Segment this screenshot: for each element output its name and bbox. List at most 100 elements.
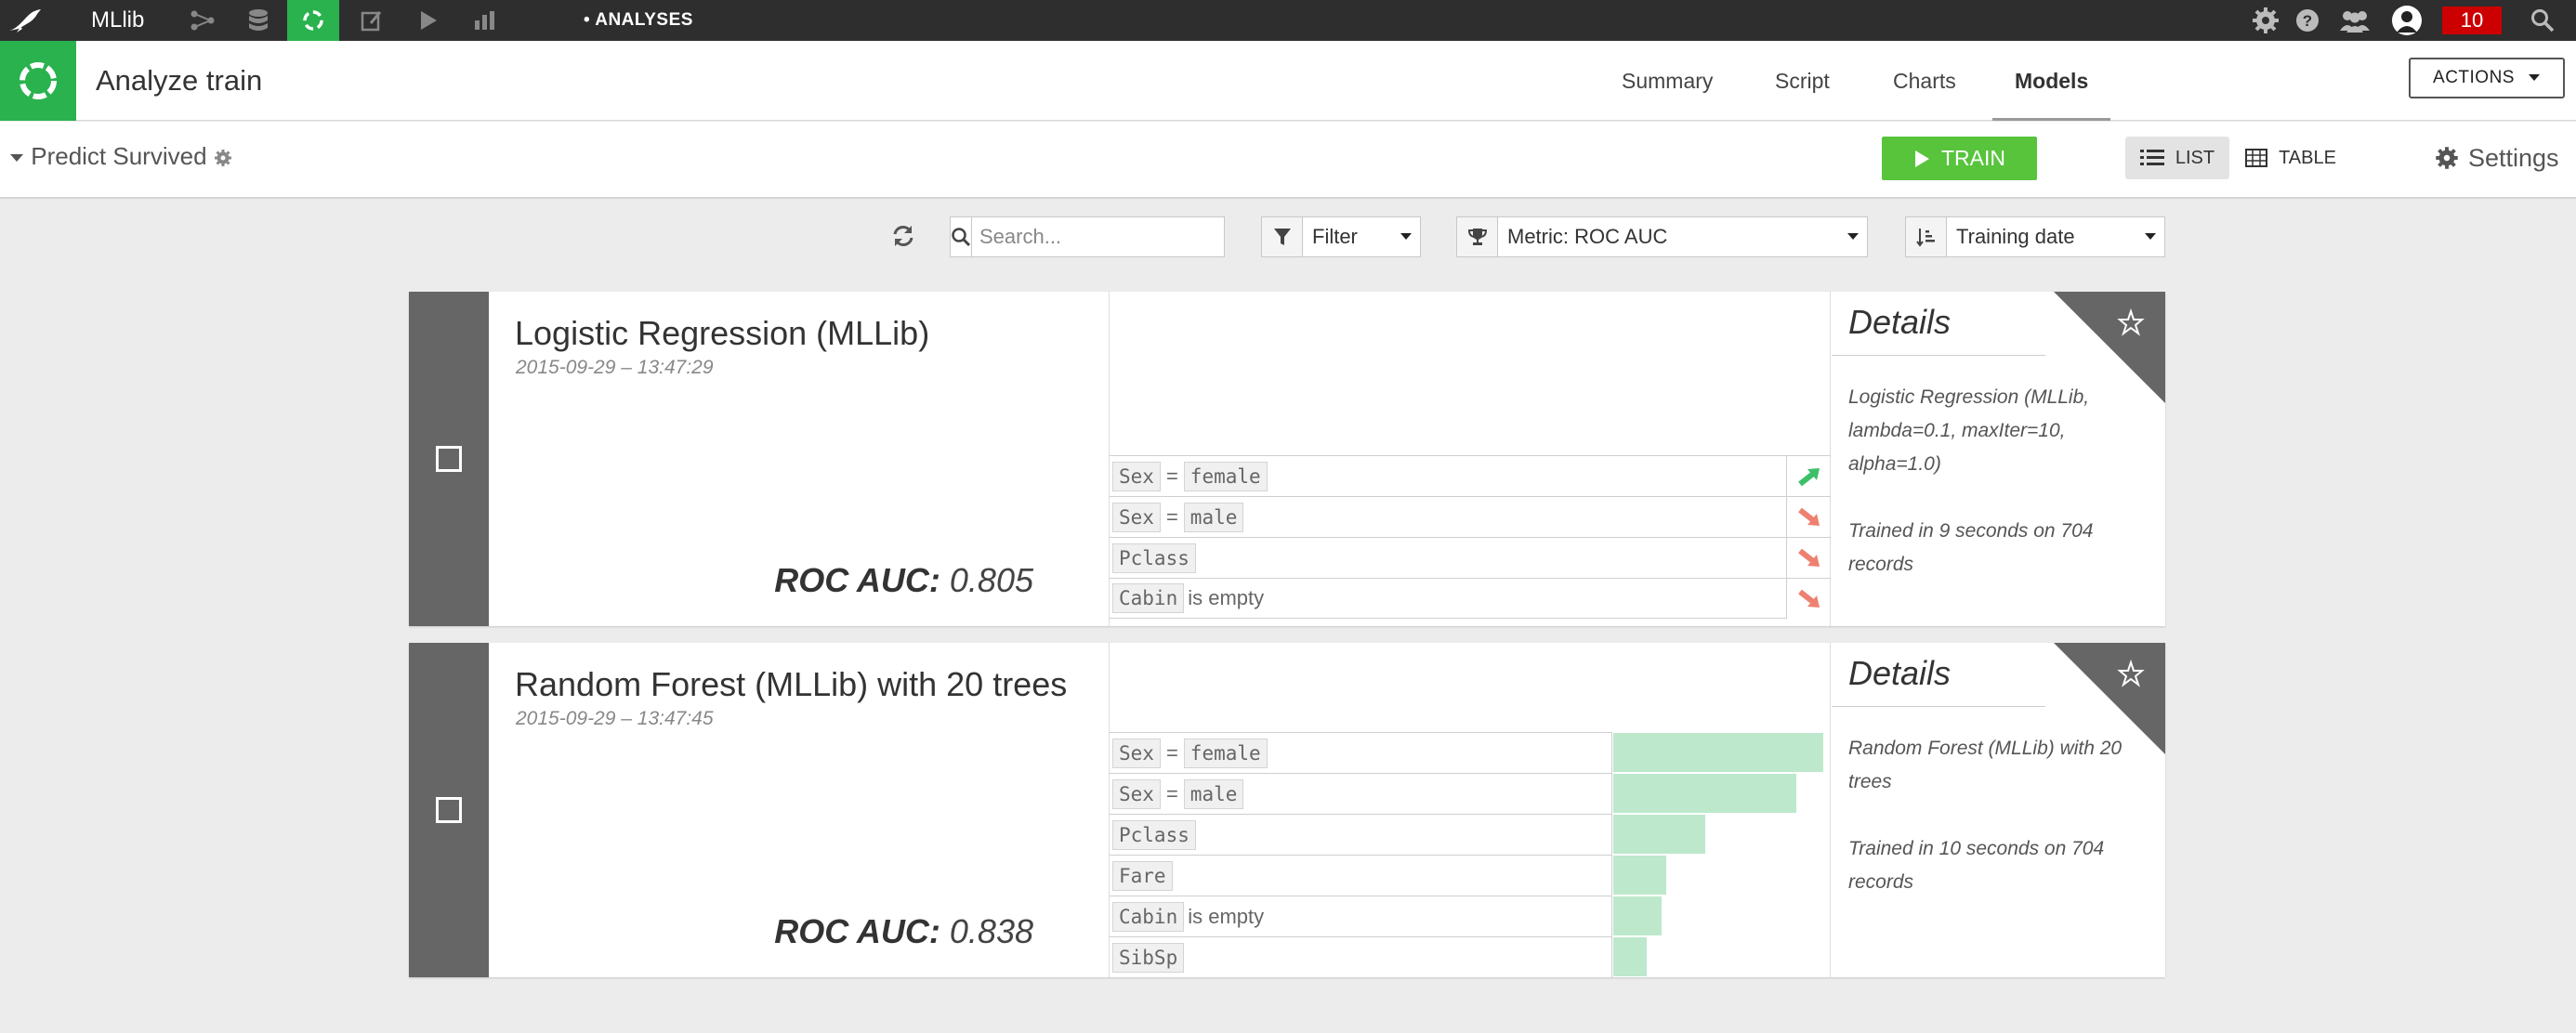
filter-icon (1262, 217, 1303, 256)
list-label: LIST (2175, 147, 2215, 168)
flow-icon[interactable] (177, 0, 229, 41)
details-training-info: Trained in 9 seconds on 704 records (1848, 520, 2094, 575)
feature-name: Pclass (1112, 819, 1196, 850)
list-icon (2139, 150, 2164, 165)
list-view-button[interactable]: LIST (2125, 137, 2229, 179)
divider (1832, 706, 2045, 707)
prediction-target: Predict Survived (31, 142, 207, 170)
caret-down-icon (2136, 232, 2164, 242)
feature-importance-panel: Sex = female Sex = male Pclass Fare Cabi… (1109, 643, 1831, 977)
feature-row: SibSp (1110, 936, 1611, 977)
feature-importance-bar (1613, 896, 1662, 935)
filter-dropdown[interactable]: Filter (1261, 216, 1421, 257)
details-panel: Details Random Forest (MLLib) with 20 tr… (1832, 643, 2165, 977)
train-button[interactable]: TRAIN (1882, 137, 2037, 180)
actions-button[interactable]: ACTIONS (2409, 58, 2565, 98)
metric-name: ROC AUC: (774, 912, 940, 950)
project-name[interactable]: MLlib (91, 7, 145, 33)
model-checkbox[interactable] (436, 797, 462, 823)
metric-label: Metric: ROC AUC (1507, 225, 1668, 248)
metric-name: ROC AUC: (774, 561, 940, 599)
arrow-up-icon (1786, 455, 1831, 496)
star-icon[interactable] (2054, 292, 2165, 403)
feature-name: Fare (1112, 860, 1173, 891)
bird-logo-icon[interactable] (0, 0, 51, 41)
analysis-header: Analyze train Summary Script Charts Mode… (0, 41, 2576, 121)
notebook-icon[interactable] (346, 0, 398, 41)
top-navbar: MLlib • ANALYSES ? 10 (0, 0, 2576, 41)
gear-icon[interactable] (214, 149, 232, 167)
card-selector (409, 643, 489, 977)
refresh-icon[interactable] (887, 219, 920, 253)
model-card[interactable]: Random Forest (MLLib) with 20 trees 2015… (409, 643, 2165, 977)
caret-down-icon (2528, 74, 2540, 81)
feature-name: Pclass (1112, 543, 1196, 573)
details-text: Random Forest (MLLib) with 20 trees Trai… (1848, 732, 2127, 933)
feature-op: = (1165, 504, 1178, 529)
tab-script[interactable]: Script (1775, 69, 1830, 93)
feature-importance-bar (1613, 815, 1705, 854)
feature-value: male (1183, 778, 1244, 809)
feature-value: male (1183, 502, 1244, 532)
feature-row: Sex = male (1110, 773, 1611, 814)
feature-row: Fare (1110, 855, 1611, 896)
feature-op: = (1165, 781, 1178, 805)
details-panel: Details Logistic Regression (MLLib, lamb… (1832, 292, 2165, 626)
model-name[interactable]: Random Forest (MLLib) with 20 trees (515, 665, 1068, 703)
divider (1832, 355, 2045, 356)
feature-name: Cabin (1112, 583, 1185, 613)
star-icon[interactable] (2054, 643, 2165, 754)
feature-name: Sex (1112, 778, 1161, 809)
analyses-icon[interactable] (287, 0, 339, 41)
metric-value: 0.805 (949, 561, 1033, 599)
caret-down-icon (1839, 232, 1867, 242)
arrow-down-icon (1786, 537, 1831, 578)
metric-dropdown[interactable]: Metric: ROC AUC (1456, 216, 1868, 257)
help-icon[interactable]: ? (2287, 0, 2328, 41)
table-view-button[interactable]: TABLE (2232, 137, 2349, 179)
svg-text:?: ? (2303, 12, 2312, 30)
caret-down-icon (10, 154, 23, 163)
feature-row: Cabin is empty (1110, 578, 1786, 619)
model-checkbox[interactable] (436, 446, 462, 472)
feature-importance-bar (1613, 937, 1647, 976)
feature-panel: Sex = female Sex = male Pclass Cabin is … (1109, 292, 1831, 626)
sort-dropdown[interactable]: Training date (1905, 216, 2165, 257)
search-box (950, 216, 1249, 257)
feature-name: Sex (1112, 461, 1161, 491)
model-date: 2015-09-29 – 13:47:45 (516, 708, 714, 729)
arrow-down-icon (1786, 578, 1831, 619)
notifications-badge[interactable]: 10 (2442, 7, 2502, 34)
run-icon[interactable] (402, 0, 454, 41)
details-description: Logistic Regression (MLLib, lambda=0.1, … (1848, 386, 2090, 475)
feature-name: SibSp (1112, 942, 1185, 973)
search-input[interactable] (972, 217, 1249, 256)
tab-charts[interactable]: Charts (1893, 69, 1956, 93)
details-description: Random Forest (MLLib) with 20 trees (1848, 738, 2123, 792)
feature-row: Sex = male (1110, 496, 1786, 537)
details-title: Details (1848, 654, 1952, 692)
metric-value: 0.838 (949, 912, 1033, 950)
dashboard-icon[interactable] (459, 0, 511, 41)
sort-label: Training date (1956, 225, 2075, 248)
tab-summary[interactable]: Summary (1622, 69, 1714, 93)
model-date: 2015-09-29 – 13:47:29 (516, 357, 714, 378)
admin-gear-icon[interactable] (2245, 0, 2286, 41)
search-icon[interactable] (2522, 0, 2563, 41)
model-metric: ROC AUC: 0.805 (774, 561, 1033, 600)
model-name[interactable]: Logistic Regression (MLLib) (515, 314, 930, 352)
datasets-icon[interactable] (232, 0, 284, 41)
model-card[interactable]: Logistic Regression (MLLib) 2015-09-29 –… (409, 292, 2165, 626)
avatar[interactable] (2386, 0, 2427, 41)
prediction-selector[interactable]: Predict Survived (9, 122, 232, 191)
model-toolbar: Predict Survived TRAIN LIST TABLE Settin… (0, 122, 2576, 199)
model-metric: ROC AUC: 0.838 (774, 912, 1033, 951)
feature-importance-bar (1613, 856, 1666, 895)
tab-models[interactable]: Models (1992, 41, 2111, 121)
users-icon[interactable] (2334, 0, 2375, 41)
settings-button[interactable]: Settings (2435, 137, 2559, 179)
feature-condition: is empty (1188, 904, 1265, 928)
breadcrumb[interactable]: • ANALYSES (584, 10, 693, 30)
page-title: Analyze train (96, 64, 263, 97)
sort-icon (1906, 217, 1947, 256)
